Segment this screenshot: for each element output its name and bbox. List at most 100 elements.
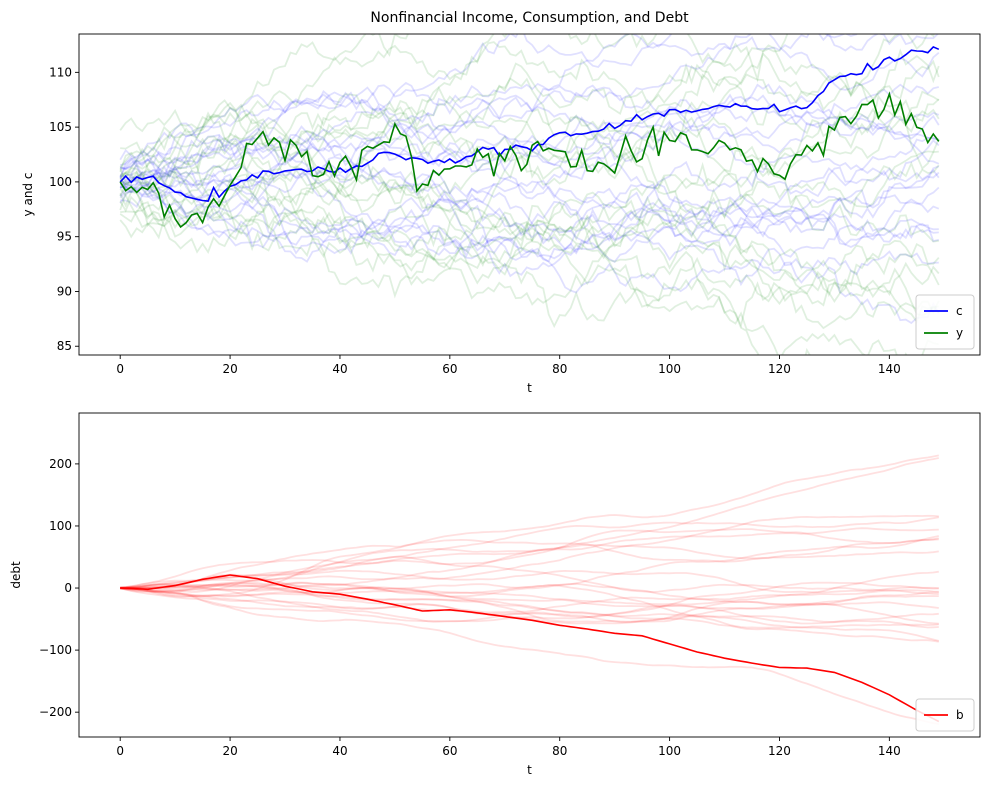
x-tick-label: 0 [116,362,124,376]
b-background-path [120,538,939,590]
c-background-path [120,150,940,247]
c-background-path [119,109,939,197]
x-tick-label: 40 [332,362,347,376]
y-tick-label: −200 [39,705,72,719]
c-background-path [119,152,940,237]
y-tick-label: 95 [57,230,72,244]
y-background-path [119,149,940,286]
c-background-path [119,171,940,260]
x-tick-label: 80 [552,362,567,376]
axes-frame [78,412,981,738]
x-tick-label: 120 [768,744,791,758]
b-background-path [120,582,939,601]
b-background-path [120,569,939,594]
legend: cy [915,294,975,350]
y-tick-label: 110 [49,65,72,79]
y-axis-label: y and c [21,173,35,217]
y-background-path [119,34,929,169]
y-background-path [119,41,940,210]
b-background-path [120,538,939,593]
c-background-path [120,119,940,198]
series-line-c [119,45,940,202]
x-tick-label: 40 [332,744,347,758]
b-background-path [120,582,939,614]
b-background-path [120,527,939,589]
x-tick-label: 100 [658,744,681,758]
legend: b [915,698,975,732]
c-background-path [119,81,940,161]
y-tick-label: 85 [57,339,72,353]
c-background-path [119,34,939,171]
legend-label-y: y [956,326,963,340]
c-background-path [120,103,940,186]
b-background-path [120,587,939,625]
b-background-path [120,587,939,623]
x-tick-label: 140 [878,744,901,758]
b-background-path [120,587,939,623]
c-background-path [119,175,939,263]
y-axis-label: debt [9,561,23,589]
y-background-path [119,153,939,317]
y-background-path [119,179,940,330]
y-background-path [119,150,939,306]
c-background-path [119,183,939,263]
y-background-path [119,99,940,190]
b-background-path [120,454,939,598]
x-axis-label: t [527,763,532,777]
y-tick-label: 100 [49,175,72,189]
series-line-b [120,574,940,723]
y-background-path [119,108,940,188]
legend-label-b: b [956,708,964,722]
x-axis-label: t [527,381,532,395]
b-background-path [120,457,939,593]
c-background-path [120,136,940,278]
y-tick-label: 105 [49,120,72,134]
c-background-path [120,34,858,187]
x-tick-label: 20 [222,744,237,758]
b-background-path [120,514,939,589]
y-background-path [119,173,939,243]
y-background-path [120,90,940,254]
c-background-path [119,122,940,263]
x-tick-label: 140 [878,362,901,376]
b-background-path [120,587,939,629]
x-tick-label: 20 [222,362,237,376]
b-background-path [120,535,939,595]
x-tick-label: 80 [552,744,567,758]
y-background-path [119,73,940,149]
legend-label-c: c [956,304,963,318]
c-background-path [119,182,940,325]
y-tick-label: 90 [57,284,72,298]
b-background-path [120,581,939,623]
b-background-path [120,585,939,625]
chart-panel-1: 0 20 40 60 80 100 120 140 85 90 95 100 105 110 t y and … [21,10,981,395]
c-background-path [120,162,940,258]
b-background-path [120,581,940,642]
y-tick-label: 100 [49,519,72,533]
x-tick-label: 100 [658,362,681,376]
y-tick-label: 200 [49,457,72,471]
y-tick-label: −100 [39,643,72,657]
b-background-path [120,555,939,595]
axes-frame [78,33,981,356]
y-background-path [119,135,940,355]
y-background-path [119,165,940,298]
x-tick-label: 60 [442,744,457,758]
b-background-path [120,516,939,589]
x-tick-label: 120 [768,362,791,376]
y-background-path [120,34,410,183]
b-background-path [120,587,939,725]
plot-area [119,34,940,355]
y-background-path [119,111,940,329]
y-background-path [119,175,940,315]
b-background-path [120,570,939,606]
series-line-y [119,91,940,229]
y-tick-label: 0 [64,581,72,595]
y-background-path [119,34,935,173]
c-background-path [120,83,940,194]
b-background-path [120,587,939,629]
legend-box [915,294,975,350]
y-background-path [119,170,819,355]
chart-panel-2: 0 20 40 60 80 100 120 140 −200 −100 0 100 200 t debt b [9,412,981,777]
